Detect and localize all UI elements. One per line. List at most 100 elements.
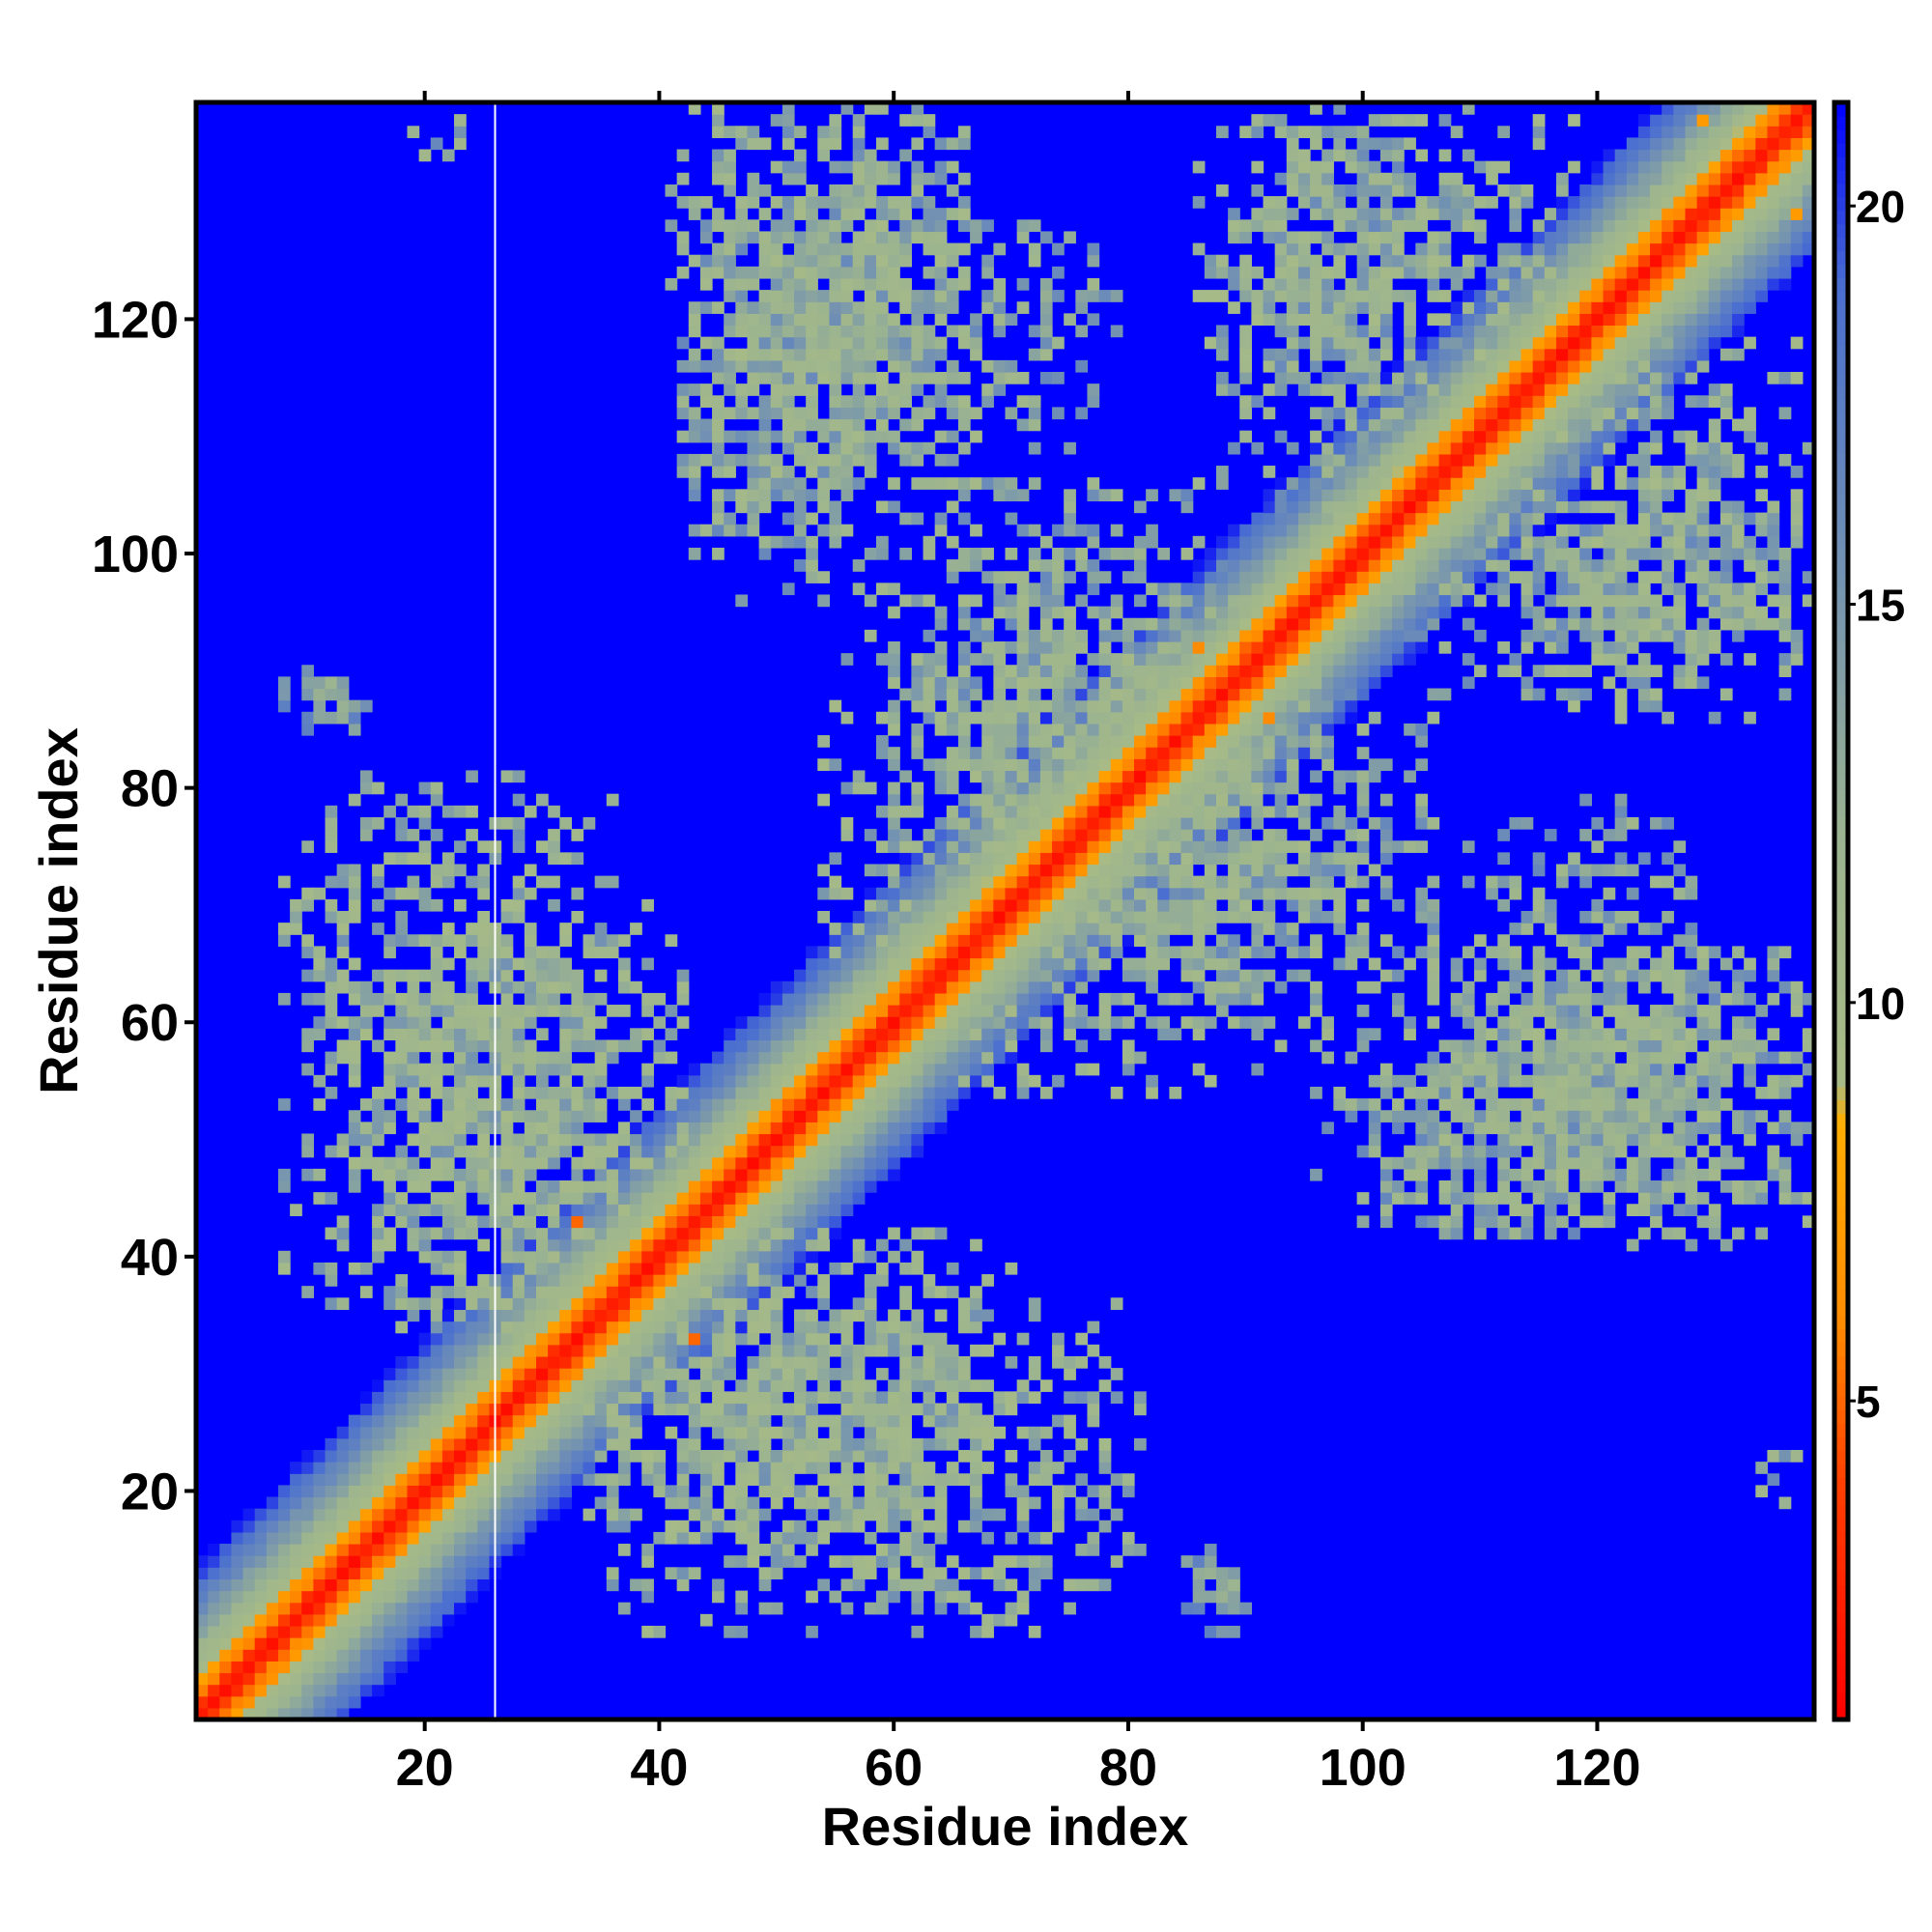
heatmap-cell (875, 500, 889, 514)
heatmap-cell (1239, 969, 1252, 982)
heatmap-cell (864, 1344, 877, 1357)
heatmap-cell (1005, 770, 1018, 783)
heatmap-cell (946, 1016, 959, 1029)
heatmap-cell (840, 1403, 854, 1416)
heatmap-cell (454, 1016, 467, 1029)
heatmap-cell (524, 992, 537, 1006)
heatmap-cell (1239, 641, 1252, 654)
heatmap-cell (1169, 617, 1182, 631)
heatmap-cell (957, 126, 971, 138)
heatmap-cell (266, 1567, 279, 1580)
heatmap-cell (372, 1637, 384, 1650)
heatmap-cell (840, 653, 854, 666)
heatmap-cell (1028, 911, 1041, 923)
heatmap-cell (758, 313, 772, 327)
heatmap-cell (430, 1567, 443, 1580)
heatmap-cell (794, 980, 807, 994)
heatmap-cell (981, 980, 994, 994)
heatmap-cell (512, 1156, 526, 1170)
heatmap-cell (454, 1204, 467, 1216)
heatmap-cell (548, 1332, 560, 1346)
heatmap-cell (301, 1286, 314, 1298)
heatmap-cell (758, 242, 772, 256)
heatmap-cell (313, 1555, 327, 1568)
heatmap-cell (277, 1485, 291, 1498)
heatmap-cell (911, 805, 924, 818)
heatmap-cell (794, 992, 807, 1006)
heatmap-cell (1251, 699, 1264, 713)
heatmap-cell (418, 1590, 432, 1604)
heatmap-cell (1274, 723, 1288, 736)
heatmap-cell (758, 1110, 772, 1122)
heatmap-cell (466, 1555, 478, 1568)
heatmap-cell (1005, 547, 1018, 560)
heatmap-cell (770, 1168, 783, 1181)
heatmap-cell (594, 1321, 608, 1334)
heatmap-cell (1204, 266, 1217, 279)
heatmap-cell (1228, 524, 1240, 537)
heatmap-cell (559, 1098, 573, 1111)
heatmap-cell (1192, 594, 1206, 608)
heatmap-cell (852, 911, 866, 923)
heatmap-cell (993, 1403, 1007, 1416)
heatmap-cell (875, 1473, 889, 1486)
heatmap-cell (594, 1204, 608, 1216)
heatmap-cell (430, 969, 443, 982)
heatmap-cell (500, 1450, 514, 1463)
heatmap-cell (934, 1332, 948, 1346)
heatmap-cell (1005, 1403, 1018, 1416)
heatmap-cell (1180, 629, 1194, 642)
heatmap-cell (712, 1297, 724, 1311)
heatmap-cell (1110, 781, 1123, 795)
heatmap-cell (911, 418, 924, 432)
heatmap-cell (1263, 606, 1276, 619)
heatmap-cell (1064, 923, 1076, 935)
heatmap-cell (911, 1039, 924, 1053)
heatmap-cell (794, 1238, 807, 1252)
heatmap-cell (676, 1578, 690, 1592)
heatmap-cell (957, 325, 971, 338)
heatmap-cell (712, 1145, 724, 1158)
heatmap-cell (806, 489, 818, 502)
heatmap-cell (571, 1156, 584, 1170)
heatmap-cell (864, 1602, 877, 1615)
heatmap-cell (1087, 535, 1100, 549)
heatmap-cell (665, 1496, 678, 1510)
heatmap-cell (372, 1414, 384, 1428)
heatmap-cell (1263, 758, 1276, 772)
heatmap-cell (1087, 723, 1100, 736)
heatmap-cell (840, 266, 854, 279)
heatmap-cell (735, 242, 749, 256)
heatmap-cell (864, 430, 877, 443)
heatmap-cell (888, 1122, 900, 1135)
heatmap-cell (559, 1332, 573, 1346)
heatmap-cell (676, 980, 690, 994)
heatmap-cell (781, 1473, 795, 1486)
heatmap-cell (325, 1496, 338, 1510)
heatmap-cell (712, 407, 724, 420)
heatmap-cell (758, 407, 772, 420)
heatmap-cell (817, 1379, 831, 1392)
heatmap-cell (1263, 290, 1276, 302)
heatmap-cell (571, 1332, 584, 1346)
heatmap-cell (770, 1450, 783, 1463)
heatmap-cell (770, 1005, 783, 1017)
heatmap-cell (477, 887, 491, 900)
heatmap-cell (923, 1567, 936, 1580)
heatmap-cell (758, 547, 772, 560)
heatmap-cell (1075, 840, 1089, 853)
heatmap-cell (430, 1602, 443, 1615)
heatmap-cell (430, 992, 443, 1006)
heatmap-cell (1215, 699, 1229, 713)
heatmap-cell (712, 1332, 724, 1346)
heatmap-cell (266, 1602, 279, 1615)
heatmap-cell (735, 395, 749, 408)
heatmap-cell (441, 1555, 455, 1568)
heatmap-cell (313, 957, 327, 971)
heatmap-cell (653, 1332, 667, 1346)
heatmap-cell (336, 1051, 350, 1065)
heatmap-cell (1052, 606, 1065, 619)
heatmap-cell (1075, 547, 1089, 560)
heatmap-cell (1239, 535, 1252, 549)
heatmap-cell (1028, 1309, 1041, 1322)
